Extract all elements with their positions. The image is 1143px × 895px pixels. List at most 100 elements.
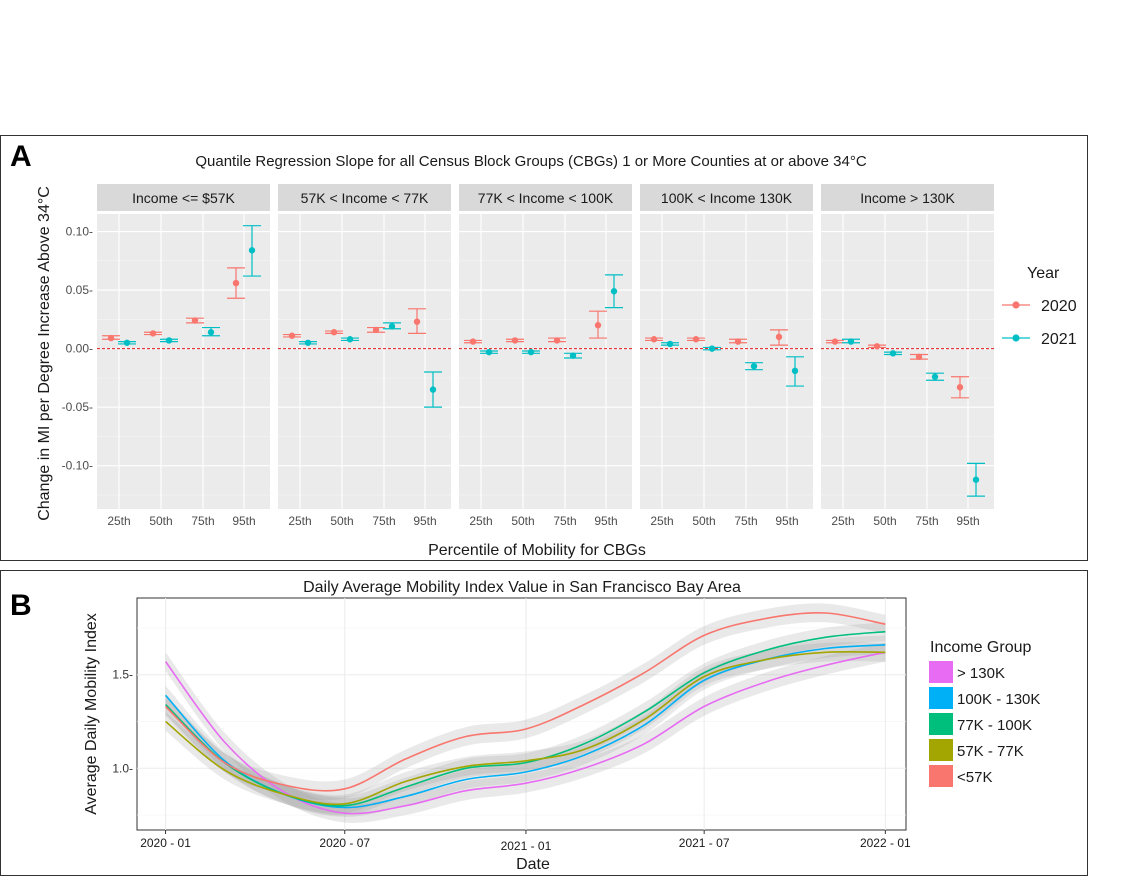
- x-axis-label: Date: [516, 856, 550, 873]
- facet-strip-label: 77K < Income < 100K: [478, 190, 614, 206]
- x-tick-label: 25th: [107, 514, 130, 528]
- data-point: [831, 338, 839, 345]
- x-tick-label: 95th: [594, 514, 617, 528]
- data-point: [191, 317, 199, 324]
- y-axis-label: Average Daily Mobility Index: [83, 613, 100, 815]
- data-point: [750, 362, 758, 370]
- data-point: [847, 338, 855, 345]
- y-tick-label: 0.05-: [66, 283, 93, 297]
- y-tick-label: 1.5-: [112, 668, 133, 682]
- legend-key-point: [1012, 301, 1020, 309]
- x-tick-label: 75th: [734, 514, 757, 528]
- x-tick-label: 25th: [469, 514, 492, 528]
- confidence-band: [165, 635, 886, 817]
- data-point: [165, 337, 173, 344]
- data-point: [666, 340, 674, 348]
- legend-label: 2021: [1041, 331, 1077, 348]
- y-tick-label: -0.05-: [62, 400, 93, 414]
- facet-panel-bg: [278, 214, 451, 509]
- x-tick-label: 25th: [650, 514, 673, 528]
- facet-strip-label: Income <= $57K: [132, 190, 235, 206]
- legend-label: 57K - 77K: [957, 743, 1024, 760]
- series-line: [165, 650, 886, 806]
- x-tick-label: 50th: [873, 514, 896, 528]
- x-tick-label: 2020 - 01: [140, 836, 191, 850]
- data-point: [372, 326, 380, 334]
- x-tick-label: 2021 - 07: [679, 836, 730, 850]
- data-point: [889, 350, 897, 357]
- legend-key-swatch: [929, 765, 953, 787]
- facet-strip-label: 57K < Income < 77K: [301, 190, 429, 206]
- y-tick-label: 0.00-: [66, 342, 93, 356]
- plot-frame: [136, 597, 907, 831]
- y-tick-label: -0.10-: [62, 459, 93, 473]
- legend-label: 2020: [1041, 298, 1077, 315]
- x-tick-label: 50th: [149, 514, 172, 528]
- chart-title: Daily Average Mobility Index Value in Sa…: [303, 579, 741, 596]
- legend-key-swatch: [929, 713, 953, 735]
- data-point: [791, 367, 799, 375]
- legend-label: > 130K: [957, 665, 1005, 682]
- series-line: [165, 611, 886, 792]
- data-point: [775, 333, 783, 341]
- panel-a-chart: Quantile Regression Slope for all Census…: [36, 153, 1077, 559]
- y-tick-label: 0.10-: [66, 225, 93, 239]
- facet-panel-bg: [821, 214, 994, 509]
- legend-key-point: [1012, 334, 1020, 342]
- facet-strip: [640, 184, 813, 211]
- x-tick-label: 75th: [915, 514, 938, 528]
- x-tick-label: 25th: [831, 514, 854, 528]
- facet-panel-bg: [640, 214, 813, 509]
- x-tick-label: 25th: [288, 514, 311, 528]
- data-point: [569, 352, 577, 359]
- panel-b: B Daily Average Mobility Index Value in …: [0, 570, 1088, 876]
- legend-title: Income Group: [930, 639, 1031, 656]
- facet-panel-bg: [97, 214, 270, 509]
- data-point: [288, 332, 296, 339]
- y-axis-label: Change in MI per Degree Increase Above 3…: [36, 186, 53, 521]
- data-point: [915, 353, 923, 361]
- data-point: [972, 476, 980, 483]
- legend-label: 77K - 100K: [957, 717, 1032, 734]
- legend-title: Year: [1027, 265, 1060, 282]
- data-point: [734, 338, 742, 345]
- legend-label: <57K: [957, 769, 992, 786]
- y-tick-label: 1.0-: [112, 761, 133, 775]
- data-point: [232, 279, 240, 287]
- x-tick-label: 95th: [413, 514, 436, 528]
- x-tick-label: 2021 - 01: [501, 839, 552, 853]
- data-point: [610, 288, 618, 295]
- data-point: [123, 339, 131, 346]
- panel-b-letter: B: [10, 589, 32, 622]
- data-point: [956, 384, 964, 391]
- data-point: [873, 343, 881, 350]
- panel-b-chart: Daily Average Mobility Index Value in Sa…: [83, 579, 1040, 873]
- series-line: [164, 651, 886, 815]
- data-point: [413, 318, 421, 325]
- data-point: [248, 247, 256, 254]
- confidence-band: [165, 642, 886, 814]
- data-point: [107, 334, 115, 342]
- x-tick-label: 2020 - 07: [319, 836, 370, 850]
- data-point: [346, 336, 354, 343]
- x-axis-label: Percentile of Mobility for CBGs: [428, 542, 646, 559]
- data-point: [931, 373, 939, 380]
- data-point: [149, 330, 157, 337]
- chart-title: Quantile Regression Slope for all Census…: [195, 153, 866, 170]
- confidence-band: [165, 622, 886, 816]
- facet-strip: [459, 184, 632, 211]
- x-tick-label: 75th: [191, 514, 214, 528]
- legend-key-swatch: [929, 739, 953, 761]
- x-tick-label: 95th: [956, 514, 979, 528]
- x-tick-label: 2022 - 01: [860, 836, 911, 850]
- facet-strip-label: 100K < Income 130K: [661, 190, 793, 206]
- facet-strip-label: Income > 130K: [860, 190, 955, 206]
- data-point: [330, 329, 338, 336]
- data-point: [553, 337, 561, 344]
- data-point: [708, 345, 716, 352]
- facet-strip: [97, 184, 270, 211]
- x-tick-label: 95th: [232, 514, 255, 528]
- data-point: [485, 348, 493, 356]
- x-tick-label: 50th: [692, 514, 715, 528]
- data-point: [511, 337, 519, 344]
